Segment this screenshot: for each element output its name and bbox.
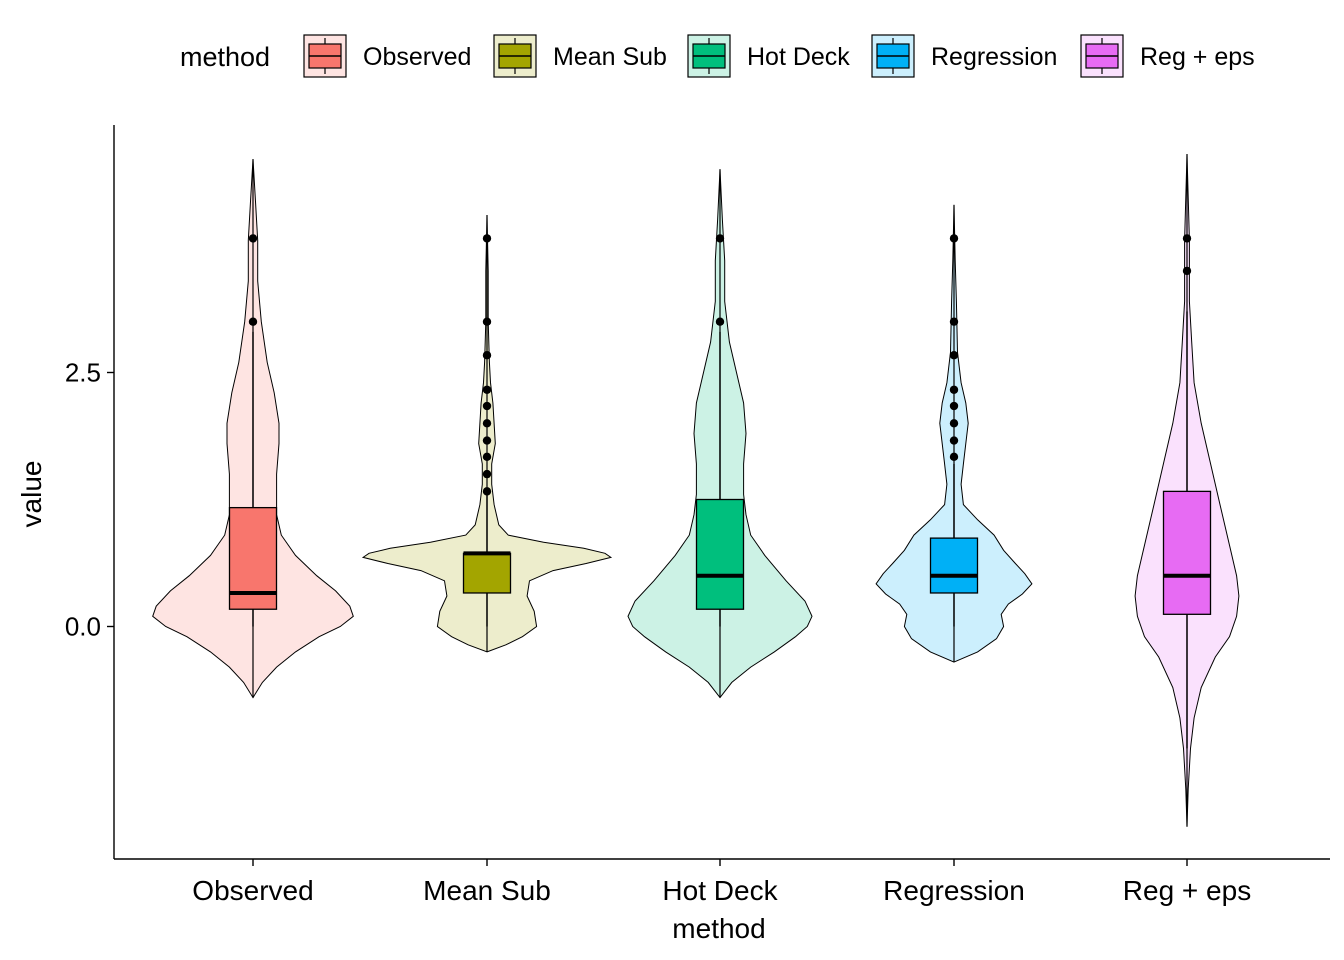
legend-item: Reg + eps [1080,34,1255,78]
legend-title: method [180,42,270,72]
y-tick-label: 0.0 [65,612,101,642]
violin-group-reg-eps [1134,154,1240,827]
legend-label: Reg + eps [1140,43,1255,71]
outlier-point [715,234,725,243]
outlier-point [482,351,492,360]
x-tick-label: Mean Sub [423,875,551,906]
outlier-point [248,234,258,243]
outlier-point [949,351,959,360]
legend-item: Observed [303,34,471,78]
outlier-point [949,401,959,411]
box-mean-sub [462,552,512,594]
outlier-point [949,436,959,445]
outlier-point [949,419,959,428]
outlier-point [482,419,492,428]
legend-label: Regression [931,43,1057,71]
outlier-point [482,401,492,411]
outlier-point [715,317,725,326]
violin-group-regression [875,204,1033,663]
box-regression [929,537,979,594]
x-axis-title: method [672,913,765,944]
outlier-point [482,487,492,496]
outlier-point [949,234,959,243]
outlier-point [1182,266,1192,276]
legend-item: Regression [871,34,1057,78]
legend-item: Hot Deck [687,34,850,78]
y-tick-label: 2.5 [65,358,101,388]
violin-group-hot-deck [627,169,813,699]
outlier-point [949,317,959,326]
x-tick-label: Observed [192,875,313,906]
outlier-point [482,385,492,394]
outlier-point [482,317,492,326]
outlier-point [482,452,492,462]
outlier-point [1182,234,1192,243]
legend-label: Observed [363,43,471,71]
axes: 0.0 2.5 Observed Mean Sub Hot Deck Regression… [65,125,1330,906]
box-reg-eps [1162,490,1212,615]
y-axis-title: value [16,461,47,528]
outlier-point [949,452,959,462]
outlier-point [482,234,492,243]
outlier-point [949,385,959,394]
legend-label: Mean Sub [553,43,667,71]
plot-area [152,154,1240,827]
violin-group-observed [152,159,354,699]
legend-item: Mean Sub [493,34,667,78]
legend: method Observed Mean Sub Hot Deck Regressio… [180,34,1255,78]
x-tick-label: Reg + eps [1123,875,1251,906]
outlier-point [482,469,492,479]
violin-group-mean-sub [361,214,613,653]
outlier-point [482,436,492,445]
outlier-point [248,317,258,326]
x-tick-label: Regression [883,875,1025,906]
box-hot-deck [695,498,745,610]
legend-label: Hot Deck [747,43,850,71]
x-tick-label: Hot Deck [662,875,778,906]
